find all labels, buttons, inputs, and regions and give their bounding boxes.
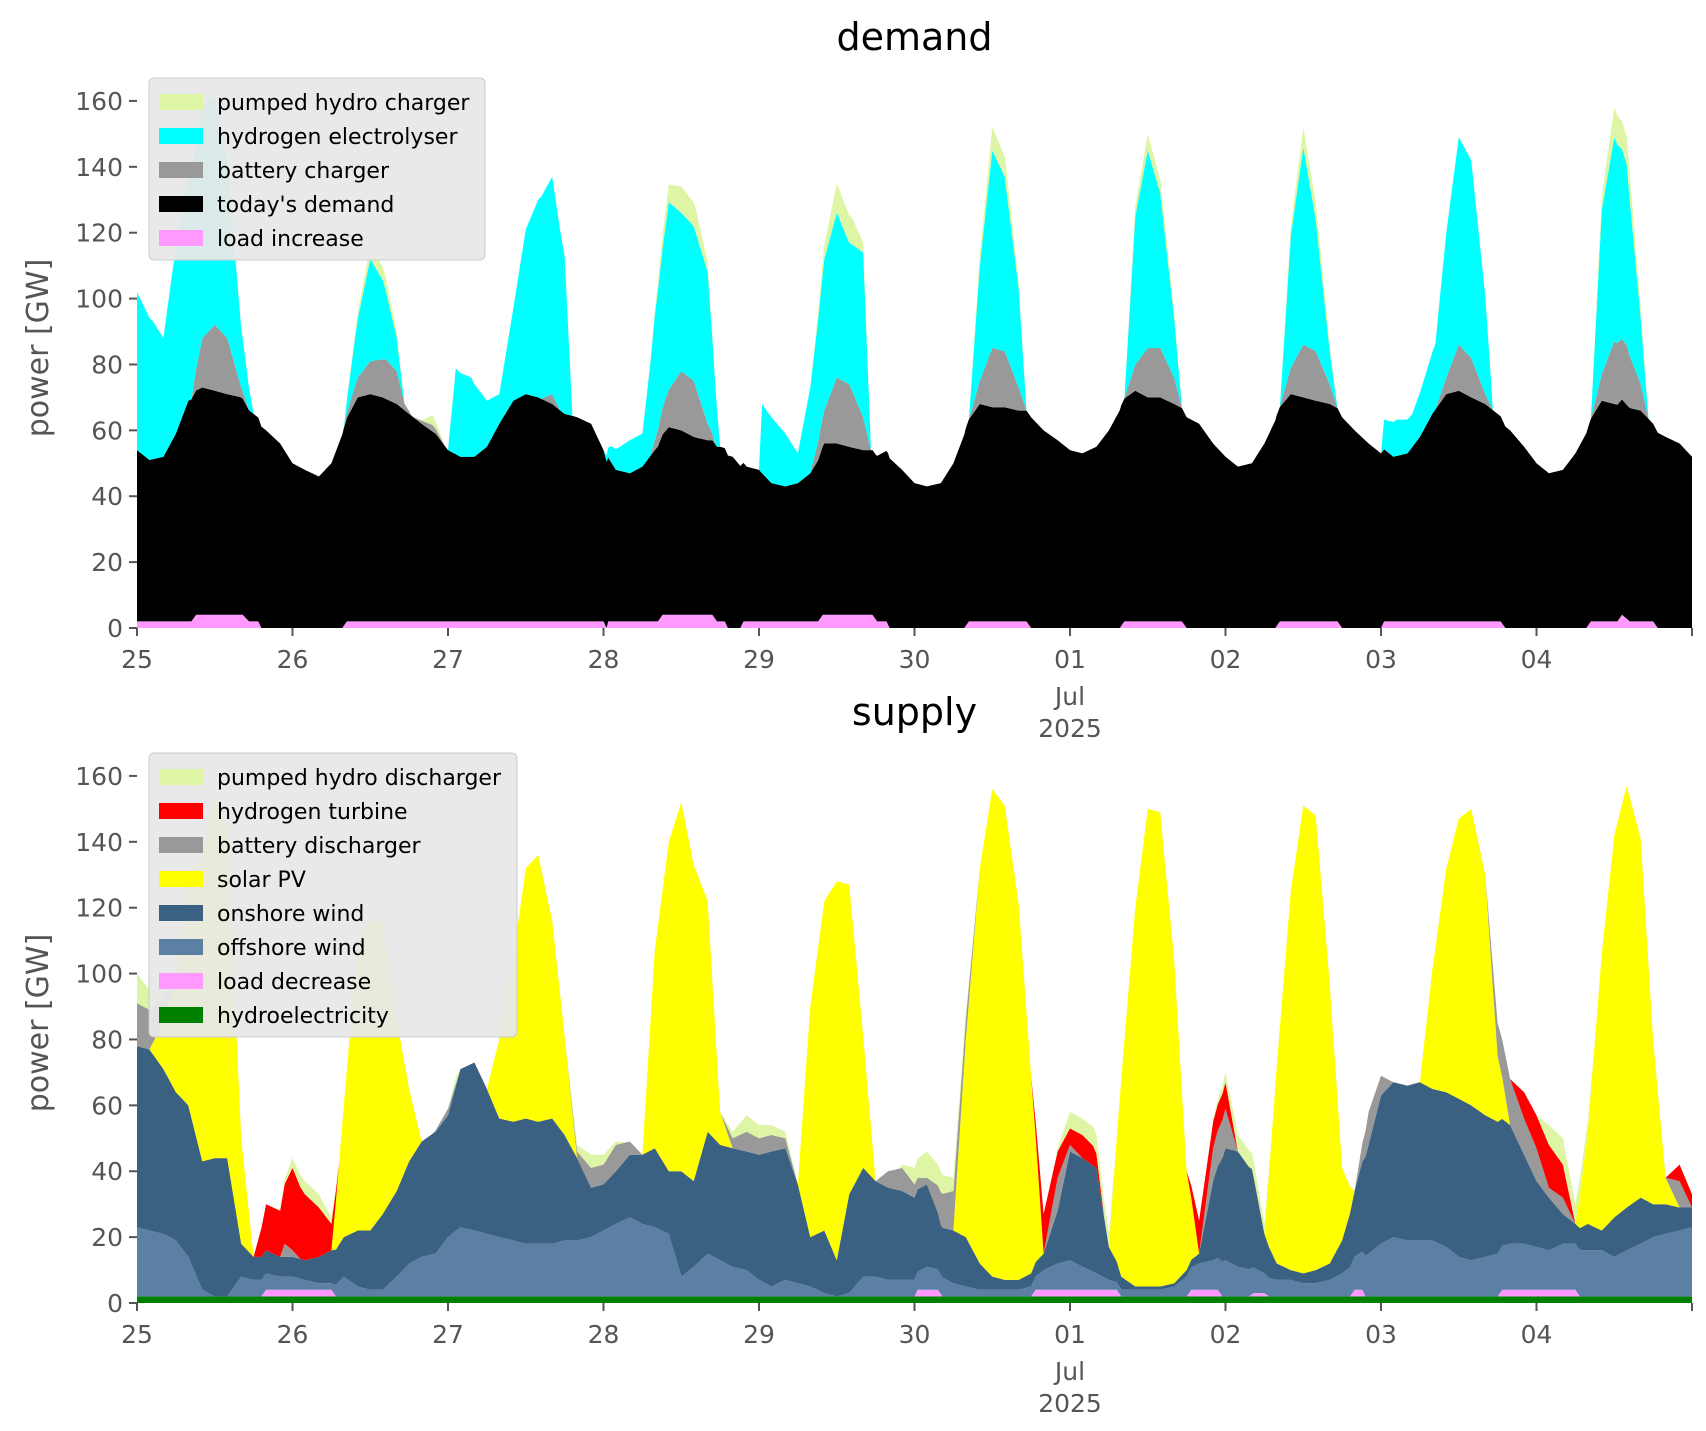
legend-entry: pumped hydro charger	[217, 91, 470, 116]
y-tick-label: 20	[91, 1223, 123, 1252]
y-tick-label: 0	[107, 1289, 123, 1318]
area-series-1	[137, 1289, 1692, 1297]
y-tick-label: 60	[91, 416, 123, 445]
y-tick-label: 160	[75, 762, 123, 791]
x-tick-label: 25	[121, 1320, 153, 1349]
x-tick-label: 01	[1054, 645, 1086, 674]
legend-swatch	[159, 94, 203, 110]
legend-box	[148, 752, 518, 1038]
chart-title: demand	[836, 15, 992, 59]
x-tick-label: 04	[1521, 645, 1553, 674]
y-tick-label: 40	[91, 482, 123, 511]
x-tick-label: 03	[1365, 645, 1397, 674]
legend-swatch	[159, 837, 203, 853]
legend-entry: battery discharger	[217, 834, 422, 859]
area-series-6	[137, 785, 1692, 1261]
legend-entry: pumped hydro discharger	[217, 766, 502, 791]
x-tick-label: 25	[121, 645, 153, 674]
x-tick-label: 27	[432, 1320, 464, 1349]
legend-entry: load increase	[217, 227, 364, 252]
x-tick-label: 26	[277, 1320, 309, 1349]
x-month-label: Jul	[1053, 682, 1085, 711]
y-tick-label: 80	[91, 1025, 123, 1054]
area-series-3	[137, 1046, 1692, 1297]
x-tick-label: 02	[1210, 645, 1242, 674]
y-axis-label: power [GW]	[21, 934, 56, 1113]
x-tick-label: 26	[277, 645, 309, 674]
legend-swatch	[159, 905, 203, 921]
y-tick-label: 100	[75, 960, 123, 989]
y-tick-label: 60	[91, 1091, 123, 1120]
area-series-0	[137, 1296, 1692, 1303]
y-axis-label: power [GW]	[21, 259, 56, 438]
x-year-label: 2025	[1038, 1389, 1102, 1418]
area-series-0	[137, 614, 1692, 628]
y-tick-label: 80	[91, 350, 123, 379]
x-tick-label: 29	[743, 1320, 775, 1349]
legend-box	[148, 77, 486, 261]
legend-swatch	[159, 230, 203, 246]
legend-entry: solar PV	[217, 868, 306, 893]
y-tick-label: 120	[75, 219, 123, 248]
legend-entry: battery charger	[217, 159, 390, 184]
x-tick-label: 30	[899, 1320, 931, 1349]
area-series-1	[137, 387, 1692, 628]
x-tick-label: 02	[1210, 1320, 1242, 1349]
x-tick-label: 04	[1521, 1320, 1553, 1349]
legend-swatch	[159, 871, 203, 887]
y-tick-label: 140	[75, 153, 123, 182]
x-tick-label: 27	[432, 645, 464, 674]
legend-entry: today's demand	[217, 193, 394, 218]
x-tick-label: 28	[588, 645, 620, 674]
y-tick-label: 120	[75, 894, 123, 923]
y-tick-label: 20	[91, 548, 123, 577]
y-tick-label: 40	[91, 1157, 123, 1186]
legend-entry: hydrogen turbine	[217, 800, 408, 825]
chart-title: supply	[852, 690, 977, 734]
legend-entry: load decrease	[217, 970, 371, 995]
legend-entry: offshore wind	[217, 936, 366, 961]
area-series-2	[137, 1217, 1692, 1297]
y-tick-label: 160	[75, 87, 123, 116]
y-tick-label: 100	[75, 285, 123, 314]
legend-swatch	[159, 973, 203, 989]
area-series-3	[137, 94, 1692, 487]
legend-entry: hydrogen electrolyser	[217, 125, 458, 150]
legend-swatch	[159, 939, 203, 955]
legend: pumped hydro discharger hydrogen turbine b…	[148, 752, 518, 1038]
legend: pumped hydro charger hydrogen electrolyse…	[148, 77, 486, 261]
legend-swatch	[159, 803, 203, 819]
x-month-label: Jul	[1053, 1357, 1085, 1386]
legend-entry: onshore wind	[217, 902, 364, 927]
x-tick-label: 03	[1365, 1320, 1397, 1349]
legend-swatch	[159, 196, 203, 212]
x-tick-label: 01	[1054, 1320, 1086, 1349]
x-tick-label: 29	[743, 645, 775, 674]
x-tick-label: 28	[588, 1320, 620, 1349]
stacked-areas	[137, 94, 1692, 628]
stacked-areas	[137, 785, 1692, 1303]
y-tick-label: 0	[107, 614, 123, 643]
x-tick-label: 30	[899, 645, 931, 674]
area-series-4	[137, 785, 1692, 1287]
x-year-label: 2025	[1038, 714, 1102, 743]
legend-swatch	[159, 769, 203, 785]
legend-swatch	[159, 162, 203, 178]
legend-entry: hydroelectricity	[217, 1004, 389, 1029]
legend-swatch	[159, 1007, 203, 1023]
legend-swatch	[159, 128, 203, 144]
y-tick-label: 140	[75, 828, 123, 857]
area-series-2	[137, 324, 1692, 487]
